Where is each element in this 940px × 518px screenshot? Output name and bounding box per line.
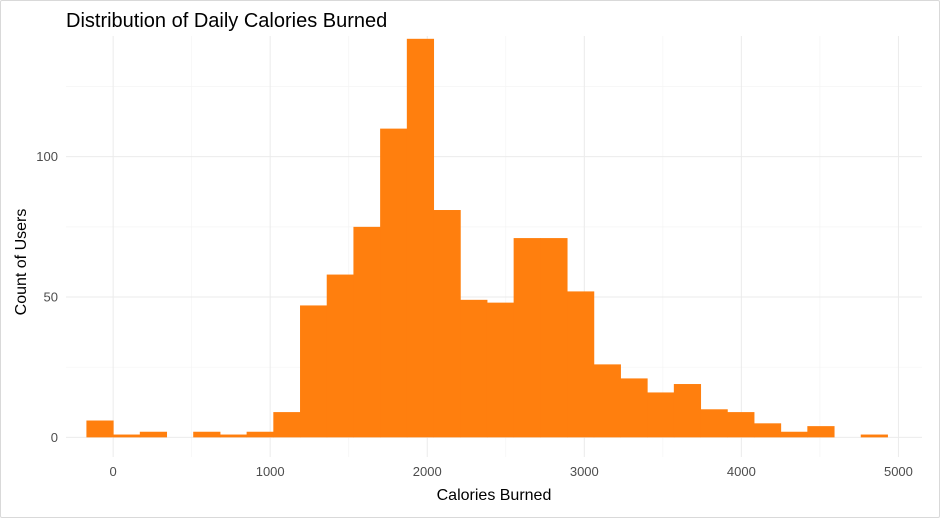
x-tick-label: 5000 (884, 464, 913, 479)
histogram-bar (219, 434, 248, 438)
histogram-bar (486, 302, 515, 438)
x-tick-label: 0 (110, 464, 117, 479)
histogram-bar (300, 305, 328, 438)
histogram-bar (246, 431, 274, 438)
histogram-bar (380, 128, 408, 438)
y-tick-labels: 0 50 100 (36, 149, 58, 445)
histogram-bar (807, 426, 835, 438)
histogram-bar (620, 378, 648, 438)
histogram-bar (780, 431, 808, 438)
histogram-bar (353, 226, 381, 438)
histogram-bar (513, 238, 541, 438)
histogram-bar (647, 392, 675, 438)
histogram-bar (406, 38, 435, 438)
histogram-bar (86, 420, 114, 438)
histogram-bar (193, 431, 221, 438)
y-tick-label: 50 (44, 290, 58, 305)
chart-title: Distribution of Daily Calories Burned (66, 10, 387, 32)
histogram-bar (139, 431, 168, 438)
histogram-bar (433, 210, 461, 438)
x-tick-label: 3000 (570, 464, 599, 479)
histogram-bar (700, 409, 728, 438)
histogram-bar (860, 434, 888, 438)
x-tick-label: 1000 (256, 464, 285, 479)
y-tick-label: 100 (36, 149, 58, 164)
y-axis-title: Count of Users (13, 209, 30, 316)
x-tick-labels: 0 1000 2000 3000 4000 5000 (110, 464, 913, 479)
histogram-bar (326, 274, 354, 438)
histogram-bar (273, 412, 301, 438)
histogram-bar (753, 423, 782, 438)
histogram-bar (673, 384, 702, 438)
histogram-bar (460, 299, 488, 438)
x-tick-label: 2000 (413, 464, 442, 479)
histogram-bar (567, 291, 595, 438)
y-tick-label: 0 (51, 430, 58, 445)
histogram-bar (593, 364, 621, 438)
x-axis-title: Calories Burned (437, 487, 552, 504)
grid-lines (66, 36, 922, 457)
histogram-bars (86, 38, 888, 438)
x-tick-label: 4000 (727, 464, 756, 479)
histogram-bar (727, 412, 755, 438)
histogram-bar (540, 238, 568, 438)
histogram-bar (113, 434, 141, 438)
